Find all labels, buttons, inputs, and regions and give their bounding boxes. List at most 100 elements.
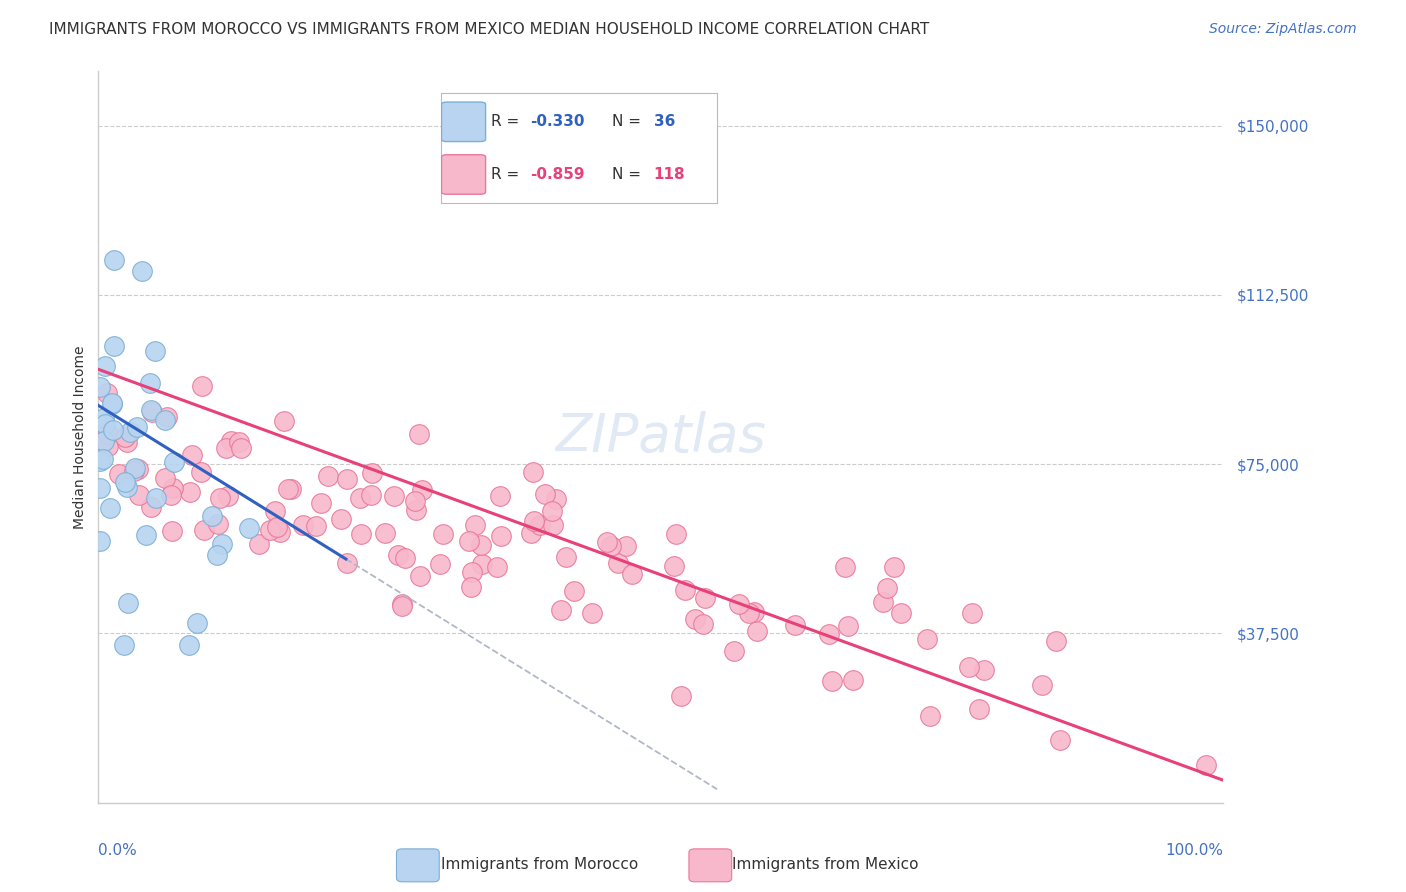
Point: [190, 465, 212, 479]
Point: [97, 440, 120, 454]
Point: [374, 525, 396, 540]
Point: [141, 405, 163, 419]
Point: [693, 591, 716, 606]
Point: [460, 580, 482, 594]
Point: [124, 460, 146, 475]
Point: [89, 481, 111, 495]
Point: [97, 427, 120, 442]
Point: [139, 376, 162, 390]
Point: [665, 527, 688, 541]
Point: [349, 491, 371, 505]
Point: [596, 534, 619, 549]
Point: [562, 584, 585, 599]
Point: [391, 597, 413, 611]
Point: [329, 511, 352, 525]
Point: [179, 484, 201, 499]
Point: [139, 500, 162, 514]
Point: [159, 488, 181, 502]
Point: [94, 417, 117, 431]
Point: [336, 556, 359, 570]
Point: [360, 488, 382, 502]
Point: [215, 441, 238, 455]
Text: IMMIGRANTS FROM MOROCCO VS IMMIGRANTS FROM MEXICO MEDIAN HOUSEHOLD INCOME CORREL: IMMIGRANTS FROM MOROCCO VS IMMIGRANTS FR…: [49, 22, 929, 37]
Point: [93, 410, 115, 425]
Point: [191, 378, 214, 392]
Point: [101, 423, 124, 437]
Point: [460, 565, 482, 579]
Point: [520, 525, 543, 540]
Point: [247, 536, 270, 550]
Point: [135, 528, 157, 542]
Point: [350, 527, 373, 541]
Point: [100, 397, 122, 411]
Point: [1045, 633, 1067, 648]
Point: [114, 430, 136, 444]
Y-axis label: Median Household Income: Median Household Income: [73, 345, 87, 529]
Point: [162, 481, 184, 495]
Point: [179, 638, 201, 652]
Point: [103, 252, 125, 267]
Point: [405, 503, 427, 517]
Point: [273, 414, 295, 428]
Text: 100.0%: 100.0%: [1166, 843, 1223, 858]
Point: [486, 560, 509, 574]
Point: [269, 525, 291, 540]
Point: [1049, 733, 1071, 747]
Point: [114, 475, 136, 490]
FancyBboxPatch shape: [396, 849, 439, 882]
Point: [620, 567, 643, 582]
Point: [470, 538, 492, 552]
Point: [727, 597, 749, 611]
Point: [101, 396, 124, 410]
Point: [529, 517, 551, 532]
Point: [336, 472, 359, 486]
Point: [523, 514, 546, 528]
Point: [673, 582, 696, 597]
Point: [153, 471, 176, 485]
Point: [318, 468, 340, 483]
Point: [541, 504, 564, 518]
Point: [872, 595, 894, 609]
Point: [723, 644, 745, 658]
Point: [842, 673, 865, 687]
Point: [973, 663, 995, 677]
Point: [100, 501, 122, 516]
Point: [546, 491, 568, 506]
Point: [143, 343, 166, 358]
Point: [91, 452, 114, 467]
Point: [103, 338, 125, 352]
Point: [614, 540, 637, 554]
Point: [541, 518, 564, 533]
Point: [217, 489, 239, 503]
Point: [266, 520, 288, 534]
Point: [231, 442, 253, 456]
Point: [93, 434, 115, 448]
Point: [683, 611, 706, 625]
Point: [742, 605, 765, 619]
Point: [122, 464, 145, 478]
Point: [918, 708, 941, 723]
Point: [876, 581, 898, 595]
Point: [737, 606, 759, 620]
Point: [408, 427, 430, 442]
Point: [263, 503, 285, 517]
Point: [411, 483, 433, 497]
Point: [219, 434, 242, 449]
Point: [382, 489, 405, 503]
Point: [117, 480, 139, 494]
Point: [1195, 758, 1218, 772]
Point: [534, 487, 557, 501]
Text: Source: ZipAtlas.com: Source: ZipAtlas.com: [1209, 22, 1357, 37]
Point: [193, 523, 215, 537]
Point: [404, 494, 426, 508]
Point: [890, 606, 912, 620]
Point: [391, 599, 413, 614]
Point: [163, 455, 186, 469]
Point: [118, 425, 141, 439]
Point: [692, 617, 714, 632]
Point: [394, 550, 416, 565]
Point: [131, 264, 153, 278]
Point: [1031, 678, 1053, 692]
Point: [957, 659, 980, 673]
Point: [491, 529, 513, 543]
